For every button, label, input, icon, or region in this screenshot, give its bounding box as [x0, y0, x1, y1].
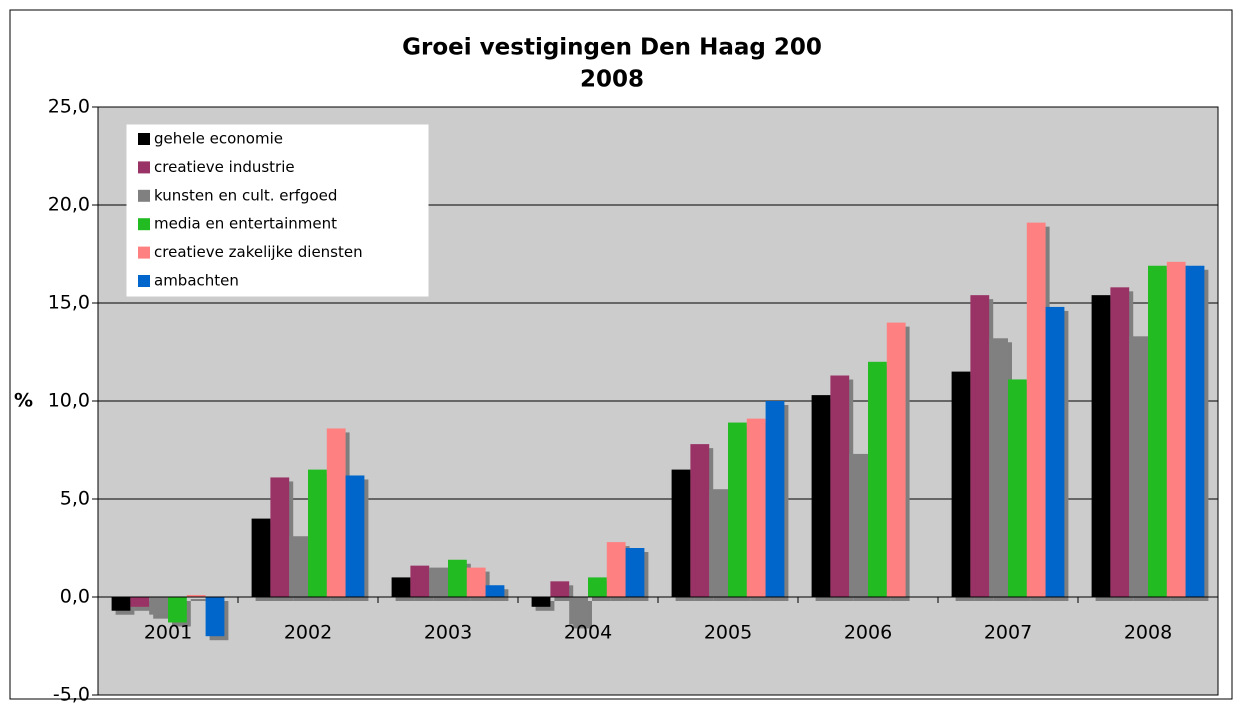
bar	[168, 597, 187, 623]
legend-label: creatieve zakelijke diensten	[154, 243, 363, 261]
bar	[1129, 336, 1148, 597]
bar	[606, 542, 626, 597]
chart-title: Groei vestigingen Den Haag 200	[402, 35, 822, 61]
y-tick-label: -5,0	[53, 684, 90, 706]
bar	[989, 338, 1008, 597]
bar	[690, 444, 710, 597]
bar	[746, 418, 766, 597]
bar	[149, 597, 168, 615]
bar	[1166, 261, 1186, 597]
plot-border	[97, 106, 1219, 696]
y-axis-label: %	[14, 390, 33, 412]
legend-label: creatieve industrie	[154, 158, 295, 176]
bar	[811, 395, 831, 597]
y-tick-label: 20,0	[48, 194, 90, 216]
bar	[111, 597, 131, 611]
bar	[531, 597, 551, 607]
bar	[1045, 306, 1065, 597]
x-tick-label: 2004	[564, 622, 612, 644]
bar	[1185, 265, 1205, 597]
bar	[391, 577, 411, 597]
legend-swatch	[138, 189, 150, 202]
bar	[345, 475, 365, 597]
bar	[1008, 379, 1027, 597]
x-tick-label: 2001	[144, 622, 192, 644]
bar	[849, 453, 868, 597]
legend-label: gehele economie	[154, 130, 283, 148]
bar	[1148, 265, 1167, 597]
bar	[728, 422, 747, 597]
bar	[205, 597, 225, 637]
legend-swatch	[138, 161, 150, 174]
bar	[671, 469, 691, 597]
bar	[709, 489, 728, 597]
bar	[289, 536, 308, 597]
bar	[625, 548, 645, 597]
bar	[1026, 222, 1046, 597]
bar	[251, 518, 271, 597]
y-tick-label: 15,0	[48, 292, 90, 314]
y-tick-label: 5,0	[60, 488, 90, 510]
bar	[588, 577, 607, 597]
legend-label: media en entertainment	[154, 215, 337, 233]
bar	[466, 567, 486, 597]
legend-label: kunsten en cult. erfgoed	[154, 186, 337, 204]
bar	[186, 595, 206, 597]
bar	[1110, 287, 1130, 597]
bar	[1091, 295, 1111, 597]
x-tick-label: 2005	[704, 622, 752, 644]
bar	[886, 322, 906, 597]
legend-swatch	[138, 246, 150, 259]
legend-swatch	[138, 275, 150, 287]
bar	[429, 567, 448, 597]
legend-swatch	[138, 133, 150, 145]
x-tick-label: 2003	[424, 622, 472, 644]
y-tick-label: 25,0	[48, 96, 90, 118]
bar	[130, 597, 150, 607]
chart-title: 2008	[580, 67, 644, 93]
bar-shadow	[190, 599, 210, 601]
bar	[326, 428, 346, 597]
y-tick-label: 10,0	[48, 390, 90, 412]
legend-swatch	[138, 218, 150, 231]
bar	[569, 597, 588, 625]
bar	[448, 559, 467, 597]
bar	[830, 375, 850, 597]
legend-label: ambachten	[154, 272, 239, 290]
bar	[951, 371, 971, 597]
bar	[410, 565, 430, 597]
x-tick-label: 2002	[284, 622, 332, 644]
x-tick-label: 2006	[844, 622, 892, 644]
x-tick-label: 2008	[1124, 622, 1172, 644]
legend-box	[126, 124, 429, 297]
bar	[485, 585, 505, 597]
bar	[868, 361, 887, 597]
bar	[550, 581, 570, 597]
bar	[308, 469, 327, 597]
y-tick-label: 0,0	[60, 586, 90, 608]
bar	[270, 477, 290, 597]
bar	[970, 295, 990, 597]
x-tick-label: 2007	[984, 622, 1032, 644]
bar	[765, 401, 785, 597]
